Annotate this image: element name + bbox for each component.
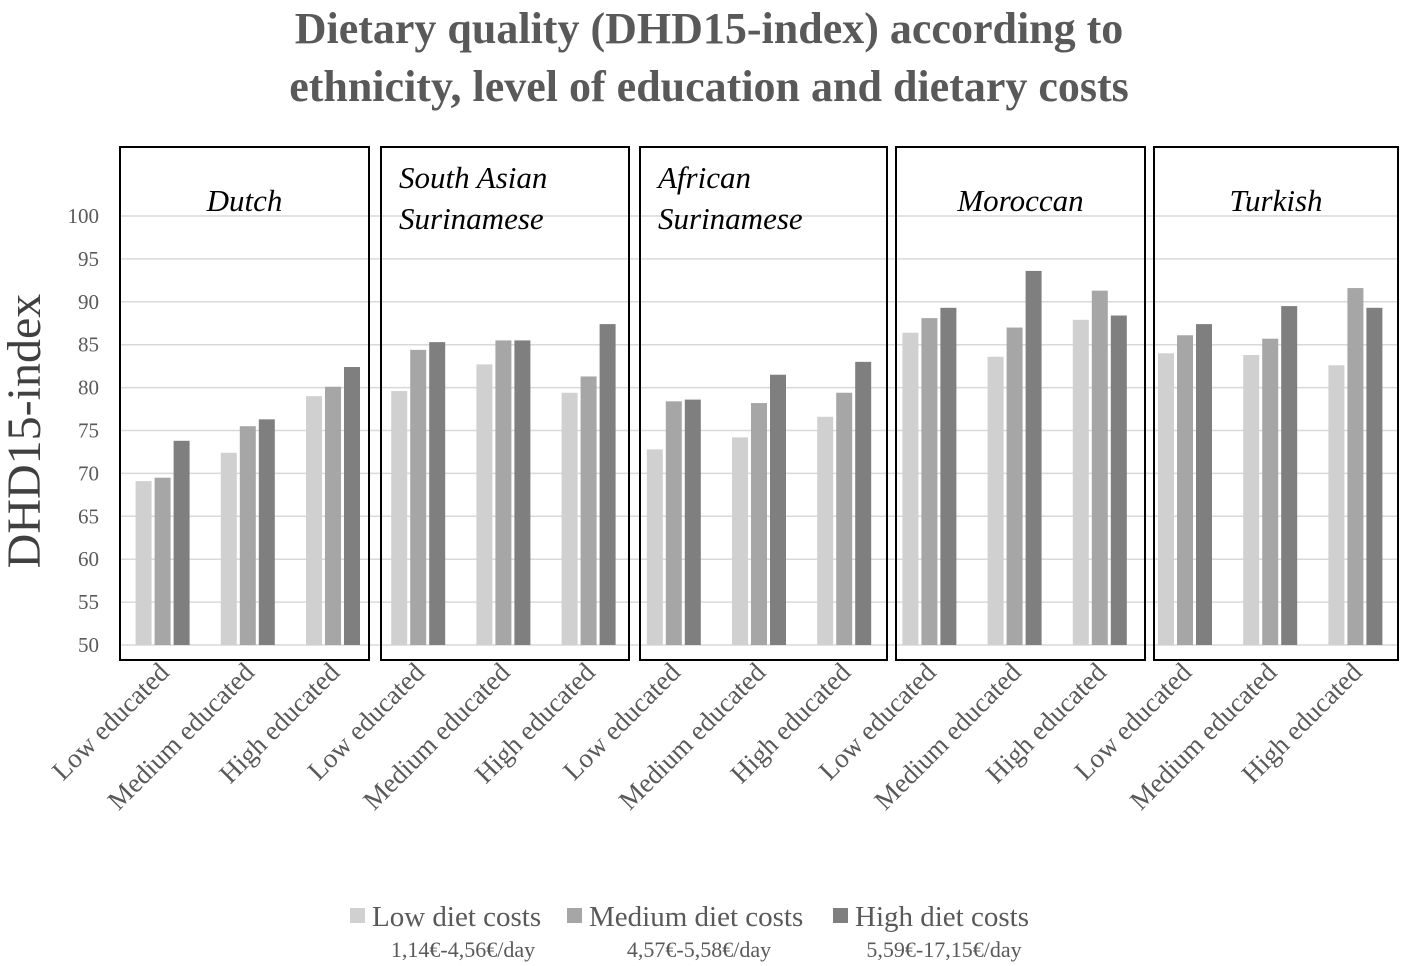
y-tick-label: 100 bbox=[68, 204, 100, 228]
panel-label: Surinamese bbox=[399, 201, 544, 236]
bar-medium-diet-costs bbox=[580, 376, 597, 645]
bar-low-diet-costs bbox=[1158, 353, 1174, 645]
y-tick-label: 75 bbox=[78, 419, 99, 443]
bar-high-diet-costs bbox=[599, 324, 616, 645]
legend-swatch bbox=[567, 908, 582, 923]
legend-label: Low diet costs bbox=[372, 901, 541, 933]
bar-medium-diet-costs bbox=[239, 426, 256, 645]
panel-frame bbox=[1153, 146, 1399, 661]
panels: Dutch South Asian Surinamese African Surinam… bbox=[119, 146, 1399, 661]
bar-medium-diet-costs bbox=[1262, 338, 1279, 645]
bar-high-diet-costs bbox=[770, 374, 786, 645]
bar-high-diet-costs bbox=[1110, 315, 1127, 645]
bar-medium-diet-costs bbox=[410, 349, 427, 645]
y-tick-label: 90 bbox=[78, 290, 99, 314]
y-tick-label: 85 bbox=[78, 333, 99, 357]
bar-medium-diet-costs bbox=[1006, 327, 1023, 645]
panel-frame bbox=[380, 146, 630, 661]
bar-low-diet-costs bbox=[817, 416, 834, 645]
y-tick-label: 55 bbox=[78, 590, 99, 614]
y-axis-ticks: 50 55 60 65 70 75 80 85 90 95 100 bbox=[68, 204, 100, 657]
panel-label: South Asian bbox=[399, 160, 547, 195]
y-tick-label: 60 bbox=[78, 547, 99, 571]
bar-high-diet-costs bbox=[940, 307, 957, 645]
y-axis-label: DHD15-index bbox=[0, 294, 51, 569]
legend: Low diet costs 1,14€-4,56€/day Medium diet… bbox=[350, 901, 1029, 962]
bar-low-diet-costs bbox=[987, 356, 1004, 645]
bar-medium-diet-costs bbox=[1177, 335, 1193, 645]
bar-low-diet-costs bbox=[1328, 365, 1345, 645]
bar-medium-diet-costs bbox=[921, 318, 938, 645]
legend-range: 1,14€-4,56€/day bbox=[391, 937, 535, 962]
bar-low-diet-costs bbox=[1243, 354, 1260, 645]
y-tick-label: 80 bbox=[78, 376, 99, 400]
panel-label: Surinamese bbox=[658, 201, 803, 236]
y-tick-label: 95 bbox=[78, 247, 99, 271]
bar-low-diet-costs bbox=[391, 391, 408, 645]
panel-label: Turkish bbox=[1229, 183, 1322, 218]
panel-label: Moroccan bbox=[956, 183, 1083, 218]
chart-title-line-2: ethnicity, level of education and dietar… bbox=[289, 62, 1129, 111]
panel-frame bbox=[639, 146, 888, 661]
x-category-label: Medium educated bbox=[868, 657, 1027, 816]
bar-high-diet-costs bbox=[514, 340, 531, 645]
panel-label: Dutch bbox=[206, 183, 283, 218]
panel-frame bbox=[119, 146, 370, 661]
legend-label: High diet costs bbox=[855, 901, 1029, 933]
y-tick-label: 50 bbox=[78, 633, 99, 657]
bars bbox=[135, 270, 1383, 645]
bar-medium-diet-costs bbox=[836, 392, 853, 645]
bar-low-diet-costs bbox=[561, 392, 578, 645]
bar-high-diet-costs bbox=[855, 361, 872, 645]
legend-range: 4,57€-5,58€/day bbox=[627, 937, 771, 962]
y-tick-label: 65 bbox=[78, 504, 99, 528]
bar-high-diet-costs bbox=[1281, 306, 1298, 645]
x-category-label: Medium educated bbox=[357, 657, 516, 816]
bar-high-diet-costs bbox=[429, 342, 446, 645]
bar-low-diet-costs bbox=[732, 437, 748, 645]
legend-label: Medium diet costs bbox=[589, 901, 803, 933]
legend-range: 5,59€-17,15€/day bbox=[866, 937, 1021, 962]
bar-high-diet-costs bbox=[684, 399, 701, 645]
bar-low-diet-costs bbox=[1072, 319, 1089, 645]
bar-medium-diet-costs bbox=[751, 403, 767, 645]
bar-medium-diet-costs bbox=[1091, 290, 1108, 645]
panel-label: African bbox=[656, 160, 751, 195]
chart-title: Dietary quality (DHD15-index) according … bbox=[0, 0, 1418, 116]
bar-medium-diet-costs bbox=[495, 340, 512, 645]
bar-medium-diet-costs bbox=[665, 401, 682, 645]
y-tick-label: 70 bbox=[78, 461, 99, 485]
bar-medium-diet-costs bbox=[154, 477, 171, 645]
bar-low-diet-costs bbox=[306, 396, 322, 645]
bar-medium-diet-costs bbox=[325, 386, 341, 645]
bar-high-diet-costs bbox=[258, 419, 275, 645]
x-category-label: Medium educated bbox=[1124, 657, 1283, 816]
x-category-label: Medium educated bbox=[102, 657, 261, 816]
bar-high-diet-costs bbox=[344, 367, 360, 645]
bar-high-diet-costs bbox=[1366, 307, 1383, 645]
chart-title-line-1: Dietary quality (DHD15-index) according … bbox=[294, 4, 1124, 53]
x-category-label: Medium educated bbox=[613, 657, 772, 816]
legend-swatch bbox=[350, 908, 365, 923]
bar-high-diet-costs bbox=[1196, 324, 1212, 645]
legend-swatch bbox=[833, 908, 848, 923]
bar-medium-diet-costs bbox=[1347, 288, 1364, 645]
bar-low-diet-costs bbox=[646, 449, 663, 645]
bar-low-diet-costs bbox=[220, 452, 237, 645]
bar-high-diet-costs bbox=[1025, 270, 1042, 645]
bar-low-diet-costs bbox=[135, 481, 152, 645]
bar-high-diet-costs bbox=[173, 440, 190, 645]
bar-low-diet-costs bbox=[902, 332, 919, 645]
bar-low-diet-costs bbox=[476, 364, 493, 645]
panel-frame bbox=[895, 146, 1146, 661]
